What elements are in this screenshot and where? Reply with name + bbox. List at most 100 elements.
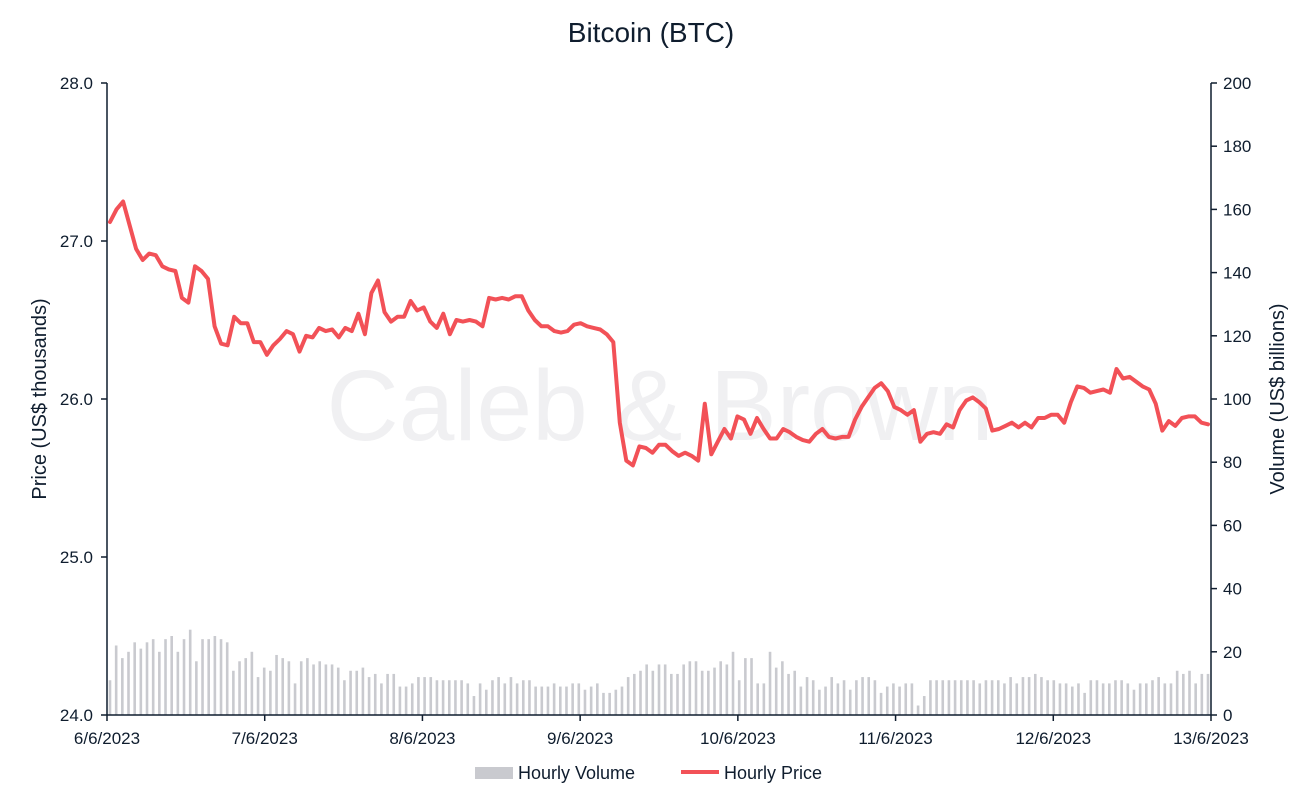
volume-bar [867, 677, 871, 715]
volume-bar [182, 639, 186, 715]
volume-bar [1046, 680, 1049, 715]
volume-bar [707, 670, 710, 715]
volume-bar [830, 677, 834, 715]
volume-bar [972, 680, 975, 715]
y-tick-label: 25.0 [60, 548, 93, 567]
volume-bar [306, 658, 309, 715]
y-axis-title: Price (US$ thousands) [29, 298, 51, 499]
volume-bar [1163, 683, 1167, 715]
volume-bar [287, 661, 291, 715]
volume-bar [454, 680, 457, 715]
volume-bar [1009, 677, 1012, 715]
volume-bar [145, 642, 149, 715]
volume-bar [281, 658, 285, 715]
volume-bar [935, 680, 938, 715]
legend-label-volume: Hourly Volume [518, 763, 635, 783]
volume-bar [1194, 683, 1197, 715]
volume-bar [990, 680, 994, 715]
volume-bar [929, 680, 932, 715]
volume-bar [330, 664, 334, 715]
volume-bar [392, 673, 396, 715]
volume-bar [614, 689, 618, 715]
volume-bar [343, 680, 346, 715]
x-tick-label: 11/6/2023 [858, 729, 932, 748]
volume-bar [750, 658, 753, 715]
volume-bar [1033, 673, 1037, 715]
x-tick-label: 6/6/2023 [74, 729, 140, 748]
volume-bar [435, 680, 439, 715]
volume-bar [244, 658, 248, 715]
volume-bar [682, 664, 685, 715]
volume-bar [293, 683, 297, 715]
volume-bar [768, 651, 772, 715]
volume-bar [219, 639, 223, 715]
volume-bar [861, 677, 864, 715]
volume-bar [540, 686, 544, 715]
chart-title: Bitcoin (BTC) [568, 17, 734, 48]
tick-labels: 24.0 25.0 26.0 27.0 28.0 0 20 40 60 80 100 120 140 16… [60, 74, 1251, 748]
volume-bar [910, 683, 914, 715]
volume-bar [299, 661, 303, 715]
volume-bar [423, 677, 426, 715]
volume-bar [546, 686, 550, 715]
volume-bar [620, 686, 624, 715]
volume-bar [1151, 680, 1154, 715]
volume-bar [892, 683, 895, 715]
volume-bar [1077, 683, 1080, 715]
volume-bars [108, 629, 1210, 715]
volume-bar [478, 683, 482, 715]
volume-bar [318, 661, 322, 715]
volume-bar [158, 651, 161, 715]
volume-bar [151, 639, 155, 715]
volume-bar [657, 664, 661, 715]
volume-bar [842, 680, 846, 715]
legend: Hourly Volume Hourly Price [475, 763, 822, 783]
volume-bar [774, 667, 778, 715]
volume-bar [367, 677, 371, 715]
volume-bar [417, 677, 420, 715]
volume-bar [1169, 683, 1173, 715]
volume-bar [879, 692, 883, 715]
price-line [108, 199, 1210, 468]
volume-bar [176, 651, 180, 715]
volume-bar [225, 642, 229, 715]
volume-bar [188, 629, 192, 715]
volume-bar [1126, 683, 1130, 715]
volume-bar [484, 689, 488, 715]
x-tick-label: 12/6/2023 [1015, 729, 1091, 748]
x-tick-label: 10/6/2023 [700, 729, 776, 748]
volume-bar [324, 664, 328, 715]
x-tick-label: 7/6/2023 [232, 729, 298, 748]
volume-bar [1138, 683, 1142, 715]
y2-tick-label: 100 [1223, 390, 1251, 409]
volume-bar [639, 670, 642, 715]
volume-bar [787, 673, 790, 715]
volume-bar [688, 661, 692, 715]
volume-bar [1120, 680, 1123, 715]
volume-bar [1200, 673, 1204, 715]
y-tick-label: 24.0 [60, 706, 93, 725]
volume-bar [361, 667, 365, 715]
volume-bar [380, 683, 383, 715]
y2-tick-label: 40 [1223, 580, 1242, 599]
volume-bar [1052, 680, 1056, 715]
volume-bar [1182, 673, 1185, 715]
volume-bar [670, 673, 673, 715]
volume-bar [947, 680, 951, 715]
volume-bar [497, 677, 500, 715]
volume-bar [731, 651, 735, 715]
volume-bar [269, 670, 272, 715]
volume-bar [1101, 683, 1105, 715]
volume-bar [793, 670, 797, 715]
x-tick-label: 9/6/2023 [547, 729, 613, 748]
volume-bar [577, 683, 581, 715]
volume-bar [1188, 670, 1191, 715]
volume-bar [719, 661, 722, 715]
volume-bar [916, 705, 920, 715]
volume-bar [139, 648, 143, 715]
volume-bar [275, 654, 278, 715]
legend-swatch-volume [475, 767, 513, 779]
volume-bar [509, 677, 513, 715]
volume-bar [781, 661, 784, 715]
